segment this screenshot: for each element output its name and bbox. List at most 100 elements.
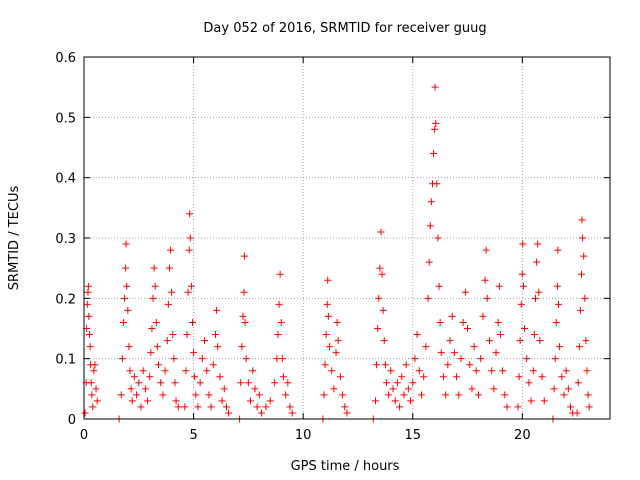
data-point — [84, 288, 92, 296]
data-point — [385, 391, 393, 399]
data-point — [439, 373, 447, 381]
data-point — [186, 234, 194, 242]
data-point — [501, 391, 509, 399]
data-point — [92, 385, 100, 393]
data-point — [517, 300, 525, 308]
data-point — [573, 409, 581, 417]
data-point — [574, 379, 582, 387]
data-point — [434, 234, 442, 242]
data-point — [378, 270, 386, 278]
data-point — [551, 355, 559, 363]
data-point — [185, 246, 193, 254]
plot-frame — [83, 56, 611, 420]
data-point — [183, 331, 191, 339]
data-point — [485, 337, 493, 345]
data-point — [157, 379, 165, 387]
data-point — [391, 397, 399, 405]
data-point — [191, 373, 199, 381]
y-tick-label: 0.2 — [55, 292, 76, 307]
data-point — [533, 258, 541, 266]
data-point — [323, 300, 331, 308]
data-point — [194, 403, 202, 411]
data-point — [89, 403, 97, 411]
x-tick-label: 20 — [514, 428, 531, 443]
data-point — [170, 355, 178, 363]
data-point — [448, 312, 456, 320]
data-point — [432, 119, 440, 127]
data-point — [274, 331, 282, 339]
data-point — [144, 397, 152, 405]
data-point — [124, 306, 132, 314]
data-point — [141, 385, 149, 393]
data-point — [205, 391, 213, 399]
data-point — [277, 318, 285, 326]
data-point — [163, 337, 171, 345]
data-point — [240, 252, 248, 260]
data-point — [433, 180, 441, 188]
x-tick-label: 0 — [80, 428, 88, 443]
data-point — [266, 397, 274, 405]
data-point — [83, 300, 91, 308]
data-point — [184, 288, 192, 296]
data-point — [161, 367, 169, 375]
data-point — [499, 367, 507, 375]
data-point — [121, 294, 129, 302]
data-point — [490, 385, 498, 393]
x-tick-label: 10 — [295, 428, 312, 443]
data-point — [213, 306, 221, 314]
y-tick-label: 0.4 — [55, 172, 76, 187]
data-point — [222, 403, 230, 411]
data-point — [382, 379, 390, 387]
data-point — [148, 325, 156, 332]
data-point — [218, 397, 226, 405]
data-point — [387, 367, 395, 375]
data-point — [286, 403, 294, 411]
data-point — [122, 240, 130, 248]
data-point — [262, 403, 270, 411]
data-point — [86, 343, 94, 351]
data-point — [488, 367, 496, 375]
data-point — [130, 373, 138, 381]
data-point — [554, 300, 562, 308]
data-point — [459, 318, 467, 326]
data-point — [558, 373, 566, 381]
data-point — [427, 198, 435, 206]
data-point — [196, 379, 204, 387]
data-point — [481, 276, 489, 284]
data-point — [479, 312, 487, 320]
data-point — [496, 331, 504, 339]
data-point — [251, 385, 259, 393]
data-point — [444, 361, 452, 369]
data-point — [579, 234, 587, 242]
data-point — [527, 397, 535, 405]
data-point — [284, 379, 292, 387]
data-point — [495, 282, 503, 290]
data-point — [247, 397, 255, 405]
data-point — [137, 403, 145, 411]
data-point — [453, 373, 461, 381]
data-point — [564, 385, 572, 393]
data-point — [402, 361, 410, 369]
data-point — [147, 349, 155, 357]
data-point — [240, 288, 248, 296]
data-point — [87, 379, 95, 387]
data-point — [379, 306, 387, 314]
data-point — [153, 343, 161, 351]
data-point — [514, 403, 522, 411]
data-point — [377, 228, 385, 236]
data-point — [330, 385, 338, 393]
data-point — [90, 367, 98, 375]
data-point — [279, 373, 287, 381]
data-point — [516, 337, 524, 345]
data-points — [81, 83, 593, 423]
data-point — [575, 343, 583, 351]
data-point — [562, 367, 570, 375]
data-point — [538, 373, 546, 381]
data-point — [560, 391, 568, 399]
data-point — [461, 288, 469, 296]
data-point — [415, 367, 423, 375]
data-point — [540, 397, 548, 405]
data-point — [278, 355, 286, 363]
data-point — [192, 391, 200, 399]
data-point — [483, 294, 491, 302]
